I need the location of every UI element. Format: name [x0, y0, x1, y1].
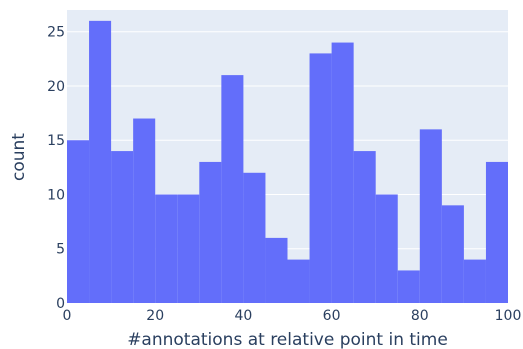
histogram-bar-12	[331, 42, 354, 304]
histogram-bar-8	[243, 172, 266, 303]
x-tick-label: 20	[146, 308, 164, 324]
histogram-bar-17	[441, 205, 464, 303]
histogram-bar-14	[375, 194, 398, 303]
histogram-bar-13	[353, 151, 376, 303]
y-tick-label: 5	[56, 242, 65, 258]
histogram-bar-16	[419, 129, 442, 303]
histogram-bar-9	[265, 237, 288, 303]
y-tick-label: 15	[47, 133, 65, 149]
y-tick-label: 10	[47, 187, 65, 203]
histogram-bar-6	[199, 161, 222, 303]
histogram-bar-1	[89, 20, 112, 303]
y-tick-label: 20	[47, 79, 65, 95]
bars	[67, 20, 508, 304]
x-tick-label: 60	[323, 308, 341, 324]
x-tick-label: 100	[495, 308, 522, 324]
histogram-bar-3	[133, 118, 156, 303]
histogram-bar-11	[309, 53, 332, 303]
histogram-bar-2	[111, 151, 134, 303]
histogram-bar-0	[67, 140, 90, 303]
y-tick-labels: 0 5 10 15 20 25	[47, 25, 65, 312]
x-tick-label: 0	[63, 308, 72, 324]
histogram-bar-5	[177, 194, 200, 303]
histogram-bar-10	[287, 259, 310, 303]
y-tick-label: 25	[47, 25, 65, 41]
x-tick-label: 40	[234, 308, 252, 324]
y-tick-label: 0	[56, 296, 65, 312]
histogram-bar-7	[221, 75, 244, 303]
y-axis-title: count	[9, 133, 29, 181]
x-tick-labels: 0 20 40 60 80 100	[63, 308, 522, 324]
histogram-bar-18	[463, 259, 486, 303]
histogram-bar-15	[397, 270, 420, 303]
histogram-bar-4	[155, 194, 178, 303]
x-axis-title: #annotations at relative point in time	[127, 330, 448, 349]
x-tick-label: 80	[411, 308, 429, 324]
histogram-bar-19	[485, 161, 508, 303]
